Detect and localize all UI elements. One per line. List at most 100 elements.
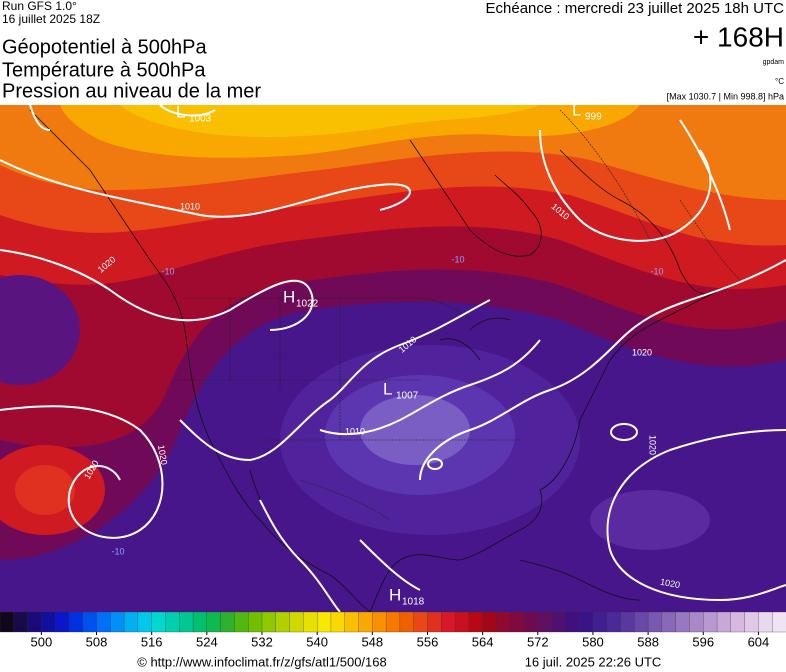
temperature-label: -10 (650, 266, 663, 276)
isobar-label: 1020 (632, 347, 652, 357)
colorbar-swatch (41, 611, 56, 633)
isobar (606, 429, 786, 602)
border (559, 109, 741, 281)
colorbar-swatch (317, 611, 332, 633)
colorbar-swatch (330, 611, 346, 633)
generated-time: 16 juil. 2025 22:26 UTC (525, 654, 662, 669)
pressure-center-value: 1018 (402, 597, 425, 608)
map (0, 105, 786, 612)
source-url: © http://www.infoclimat.fr/z/gfs/atl1/50… (137, 654, 386, 669)
colorbar-swatch (165, 611, 180, 633)
temperature-label: -10 (111, 546, 124, 556)
colorbar-swatch (151, 611, 166, 633)
pressure-center-value: 1003 (189, 114, 212, 125)
colorbar-swatch (468, 611, 484, 633)
colorbar-swatch (510, 611, 525, 633)
pressure-center-letter: L (383, 379, 392, 398)
colorbar-tick-label: 524 (196, 634, 218, 649)
temp-blob (15, 465, 75, 515)
colorbar-tick-label: 580 (582, 634, 604, 649)
colorbar-swatch (110, 611, 125, 633)
isobar (319, 339, 541, 436)
pressure-center-letter: L (176, 102, 185, 121)
isobar (29, 105, 216, 131)
unit-geo: gpdam (763, 59, 785, 66)
temp-band (120, 105, 540, 137)
colorbar-swatch (606, 611, 621, 633)
colorbar-tick-label: 516 (141, 634, 163, 649)
title: Pression au niveau de la mer (2, 80, 261, 102)
coastline (409, 139, 721, 295)
border (175, 297, 520, 521)
lead-time: + 168H (693, 21, 784, 52)
colorbar-swatch (634, 611, 649, 633)
isobar-label: 1020 (659, 577, 680, 590)
colorbar-tick-label: 500 (31, 634, 53, 649)
isobar-label: 1010 (180, 201, 200, 211)
temp-blob (0, 275, 80, 385)
colorbar-tick-label: 572 (527, 634, 549, 649)
colorbar-swatch (248, 611, 263, 633)
colorbar-tick-label: 588 (637, 634, 659, 649)
colorbar-tick-label: 596 (692, 634, 714, 649)
colorbar-swatch (96, 611, 111, 633)
colorbar-swatch (620, 611, 635, 633)
colorbar-swatch (0, 611, 15, 633)
colorbar-swatch (772, 611, 786, 633)
colorbar-swatch (192, 611, 208, 633)
pressure-center-value: 999 (585, 112, 602, 123)
colorbar-swatch (523, 611, 539, 633)
colorbar-swatch (234, 611, 249, 633)
colorbar-swatch (68, 611, 84, 633)
colorbar-swatch (27, 611, 42, 633)
colorbar-swatch (454, 611, 470, 633)
colorbar-swatch (744, 611, 759, 633)
colorbar-swatch (206, 611, 222, 633)
colorbar-tick-label: 604 (748, 634, 770, 649)
title: Géopotentiel à 500hPa (2, 36, 207, 58)
colorbar-swatch (358, 611, 373, 633)
colorbar-tick-label: 556 (417, 634, 439, 649)
colorbar-swatch (55, 611, 70, 633)
temp-blob (360, 395, 470, 465)
colorbar-swatch (13, 611, 29, 633)
colorbar-swatch (565, 611, 580, 633)
colorbar-swatch (261, 611, 277, 633)
pressure-center-letter: L (572, 100, 581, 119)
colorbar-swatch (661, 611, 677, 633)
colorbar-swatch (579, 611, 594, 633)
temperature-label: -10 (451, 254, 464, 264)
colorbar-swatch (551, 611, 566, 633)
colorbar-tick-label: 564 (472, 634, 494, 649)
isobar (0, 405, 164, 539)
pressure-center-value: 1007 (396, 391, 419, 402)
run-date: 16 juillet 2025 18Z (2, 12, 100, 26)
colorbar-swatch (275, 611, 291, 633)
colorbar-swatch (730, 611, 746, 633)
colorbar-swatch (179, 611, 194, 633)
coastline (439, 317, 641, 601)
colorbar-swatch (344, 611, 359, 633)
colorbar-tick-label: 532 (251, 634, 273, 649)
pressure-range: [Max 1030.7 | Min 998.8] hPa (667, 91, 784, 101)
colorbar-swatch (220, 611, 235, 633)
colorbar-swatch (592, 611, 608, 633)
pressure-center-value: 1022 (296, 299, 319, 310)
title: Température à 500hPa (2, 59, 206, 81)
colorbar-swatch (716, 611, 732, 633)
colorbar-swatch (482, 611, 497, 633)
isobar (419, 259, 786, 481)
unit-temp: °C (775, 77, 784, 86)
colorbar-swatch (675, 611, 690, 633)
colorbar-tick-label: 508 (86, 634, 108, 649)
colorbar-tick-label: 548 (361, 634, 383, 649)
colorbar-swatch (303, 611, 318, 633)
isobar (259, 499, 421, 612)
colorbar-swatch (689, 611, 704, 633)
colorbar-swatch (289, 611, 304, 633)
isobar (610, 423, 638, 441)
isobar (0, 249, 314, 331)
isobar (179, 299, 491, 462)
colorbar-swatch (385, 611, 401, 633)
